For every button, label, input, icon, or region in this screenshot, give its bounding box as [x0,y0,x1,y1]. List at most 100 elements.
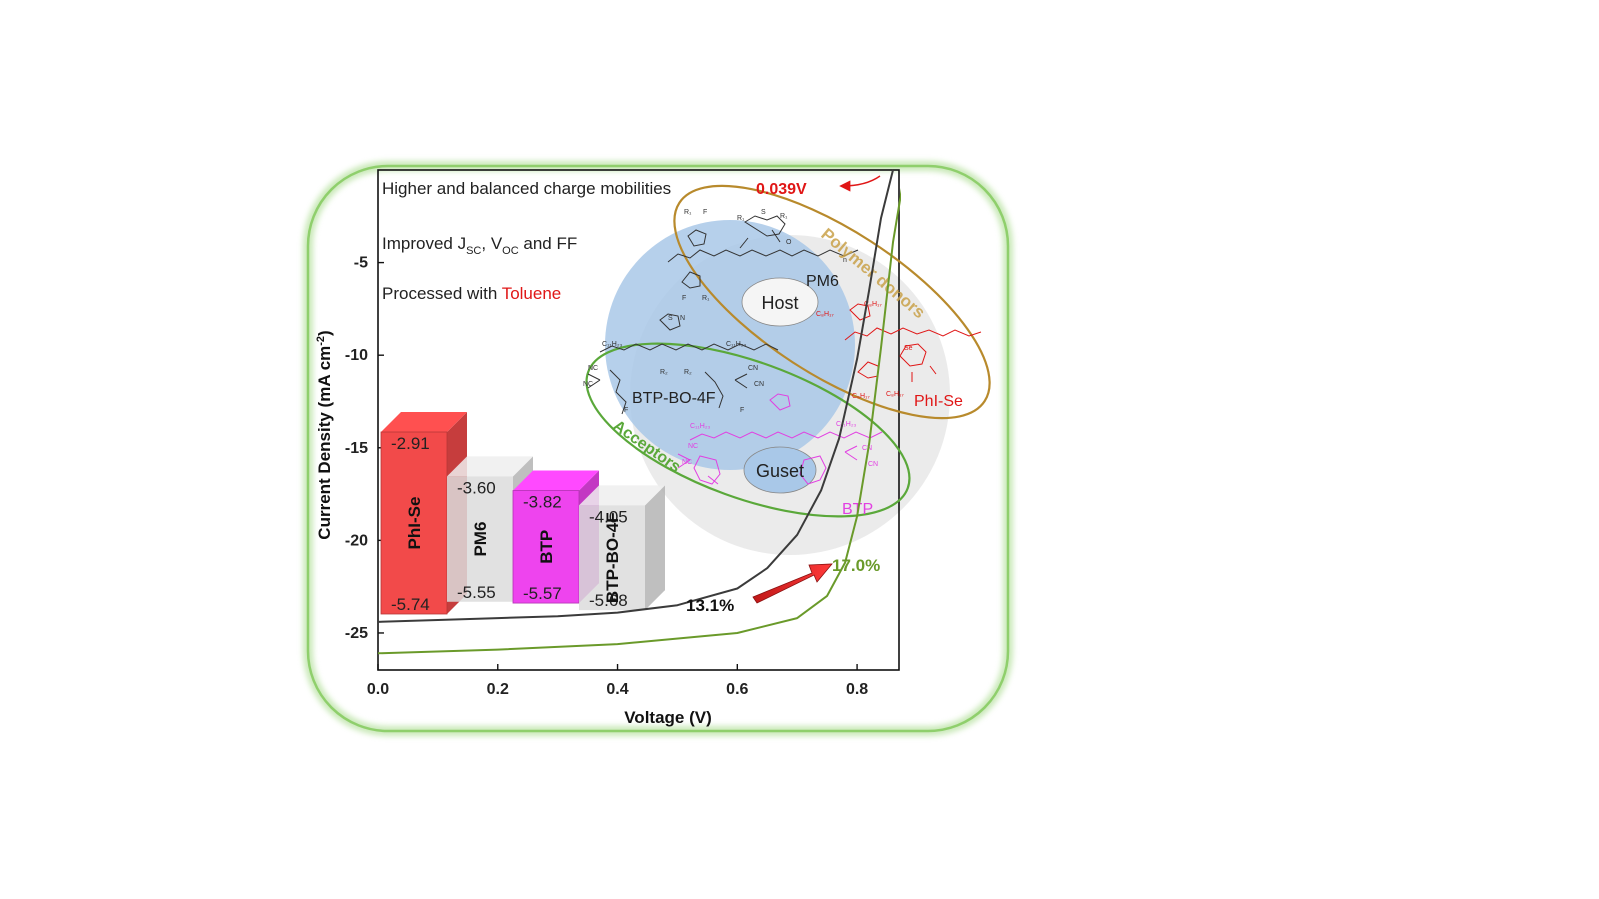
lumo-label: -4.05 [589,507,628,526]
improved-suffix: and FF [519,234,578,253]
chem-r2-a: R₂ [660,369,668,376]
energy-bar-side [645,485,665,611]
y-tick-label: -20 [345,532,368,549]
chem-c8h17-b: C₈H₁₇ [864,301,882,308]
frame [306,164,1010,733]
chem-cn-c: CN [862,445,872,452]
phi-se-label: PhI-Se [914,393,963,410]
processed-prefix: Processed with [382,284,502,303]
x-axis-label: Voltage (V) [624,708,712,727]
chem-c8h17-a: C₈H₁₇ [816,311,834,318]
chem-r1-a: R₁ [684,209,692,216]
improved-prefix: Improved J [382,234,466,253]
bar-name-label: PM6 [471,522,490,557]
processed-solvent: Toluene [502,284,562,303]
y-axis-label-close: ) [315,330,334,336]
chem-c11h23-a: C₁₁H₂₃ [602,341,623,348]
annotation-improved: Improved JSC, VOC and FF [382,234,577,257]
bar-name-label: PhI-Se [405,497,424,550]
pm6-label: PM6 [806,273,839,290]
y-ticks: -5 -10 -15 -20 -25 [345,255,384,642]
chem-f-c: F [624,407,628,414]
x-tick-label: 0.2 [487,681,509,698]
chem-f-b: F [682,295,686,302]
chem-n-sub: n [843,257,847,264]
y-tick-label: -25 [345,625,368,642]
energy-level-inset: -2.91 -5.74 PhI-Se -3.60 -5.55 PM6 -3.82 -5.57 B… [380,412,665,615]
btp-bo-4f-structure [587,313,779,415]
energy-bar-front [512,490,580,604]
chem-nc-b: NC [583,381,593,388]
chem-r2-b: R₂ [684,369,692,376]
bar-name-label: BTP-BO-4F [603,512,622,603]
pm6-structure [667,215,859,289]
chem-s-a: S [761,209,766,216]
jv-curve-1 [378,169,894,623]
chem-cn-d: CN [868,461,878,468]
host-label-bubble [741,277,819,327]
chem-nc-a: NC [588,365,598,372]
improved-sub-sc: SC [466,245,481,257]
jv-curve-2 [378,187,901,655]
chem-c8h17-d: C₈H₁₇ [886,391,904,398]
plot-box [377,169,900,671]
chem-nc-c: NC [688,443,698,450]
homo-label: -5.74 [391,595,430,614]
lumo-label: -3.60 [457,478,496,497]
y-tick-label: -15 [345,440,368,457]
bar-name-label: BTP [537,530,556,564]
chem-se: Se [904,345,913,352]
chem-n-a: N [680,315,685,322]
chem-cn-a: CN [748,365,758,372]
guest-label-bubble [743,446,817,494]
chem-cn-b: CN [754,381,764,388]
plot-area: 0.0 0.2 0.4 0.6 0.8 -5 -10 -15 -20 -25 [345,169,900,698]
x-tick-label: 0.8 [846,681,868,698]
chem-c11h23-b: C₁₁H₂₃ [726,341,747,348]
pce-low-label: 13.1% [686,596,734,615]
lumo-label: -3.82 [523,493,562,512]
improved-mid: , V [481,234,502,253]
y-axis-label-main: Current Density (mA cm [315,346,334,540]
annotation-mobilities: Higher and balanced charge mobilities [382,179,671,198]
chem-labels: R₁ F R₁ S R₁ O n F R₁ S N C₁₁H₂₃ C₁₁H₂₃ … [583,209,913,468]
energy-bar-top [447,456,533,477]
annotation-processed: Processed with Toluene [382,284,561,303]
chem-o-a: O [786,239,792,246]
x-tick-label: 0.6 [726,681,748,698]
chem-c11h23-c: C₁₁H₂₃ [690,423,711,430]
chem-f-a: F [703,209,707,216]
guest-label: Guset [756,461,804,481]
pce-high-label: 17.0% [832,556,880,575]
x-ticks: 0.0 0.2 0.4 0.6 0.8 [367,664,868,698]
homo-label: -5.68 [589,591,628,610]
jv-curves [378,169,901,655]
chem-c11h23-d: C₁₁H₂₃ [836,421,857,428]
btp-structure [677,393,883,485]
energy-bar-front [380,431,448,615]
x-tick-label: 0.4 [606,681,628,698]
pce-improvement-arrow [752,563,833,604]
y-axis-label-sup: -2 [315,336,327,346]
chem-f-d: F [740,407,744,414]
chem-r1-d: R₁ [702,295,710,302]
energy-bar-top [381,412,467,432]
acceptors-ellipse [585,342,911,518]
voc-delta-arrow [839,175,881,192]
btp-bo-4f-label: BTP-BO-4F [632,390,716,407]
x-tick-label: 0.0 [367,681,389,698]
polymer-donors-ellipse [673,184,991,420]
homo-label: -5.57 [523,584,562,603]
chem-c8h17-c: C₈H₁₇ [852,393,870,400]
energy-bar-top [579,485,665,506]
chem-nc-d: NC [682,459,692,466]
improved-sub-oc: OC [502,245,519,257]
chem-r1-b: R₁ [737,215,745,222]
y-tick-label: -5 [354,255,368,272]
y-tick-label: -10 [345,347,368,364]
energy-bar-front [579,505,645,611]
y-axis-label: Current Density (mA cm-2) [315,330,334,539]
energy-bar-top [513,470,599,491]
